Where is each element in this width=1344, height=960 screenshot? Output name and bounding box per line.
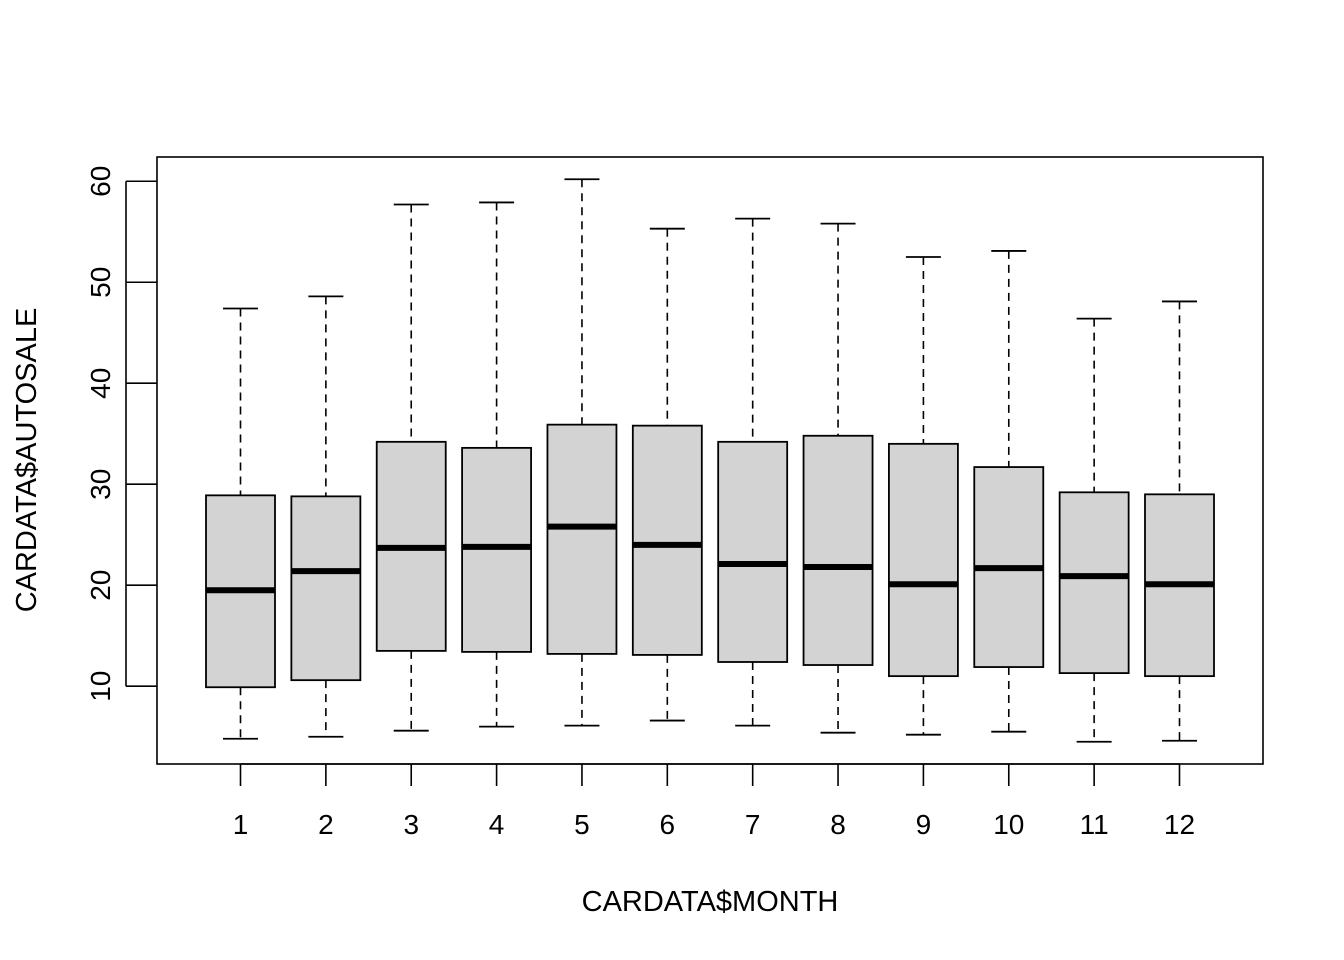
y-tick-label: 40 [85, 368, 116, 399]
x-tick-label: 7 [745, 809, 761, 840]
y-tick-label: 30 [85, 469, 116, 500]
x-tick-label: 3 [403, 809, 419, 840]
box-5 [546, 178, 618, 727]
box-11 [1058, 317, 1130, 743]
iqr-box [290, 495, 362, 682]
box-1 [205, 307, 276, 740]
box-4 [461, 201, 532, 728]
iqr-box [631, 424, 703, 656]
y-tick-label: 60 [85, 166, 116, 197]
x-axis: 1 2 3 4 5 6 7 8 9 10 11 12 [233, 763, 1195, 840]
boxes-group [205, 178, 1215, 743]
x-tick-label: 11 [1080, 809, 1109, 840]
x-tick-label: 6 [660, 809, 676, 840]
y-axis: 10 20 30 40 50 60 [85, 166, 157, 702]
x-tick-label: 8 [830, 809, 846, 840]
box-9 [888, 256, 959, 736]
box-2 [290, 295, 362, 738]
x-tick-label: 12 [1164, 809, 1195, 840]
box-3 [375, 203, 447, 732]
x-axis-title: CARDATA$MONTH [582, 886, 839, 918]
y-tick-label: 10 [85, 671, 116, 702]
y-axis-title: CARDATA$AUTOSALE [11, 308, 43, 613]
box-8 [802, 222, 874, 734]
box-6 [631, 227, 703, 722]
x-tick-label: 10 [993, 809, 1024, 840]
y-tick-label: 20 [85, 570, 116, 601]
x-tick-label: 5 [574, 809, 590, 840]
iqr-box [717, 440, 789, 663]
box-10 [973, 250, 1045, 733]
iqr-box [1058, 491, 1130, 675]
iqr-box [461, 446, 532, 653]
iqr-box [546, 423, 618, 655]
box-12 [1144, 300, 1215, 742]
x-tick-label: 1 [233, 809, 249, 840]
x-tick-label: 2 [318, 809, 334, 840]
y-tick-label: 50 [85, 267, 116, 298]
iqr-box [888, 442, 959, 678]
box-7 [717, 217, 789, 727]
iqr-box [802, 434, 874, 666]
x-tick-label: 9 [916, 809, 932, 840]
x-tick-label: 4 [489, 809, 505, 840]
